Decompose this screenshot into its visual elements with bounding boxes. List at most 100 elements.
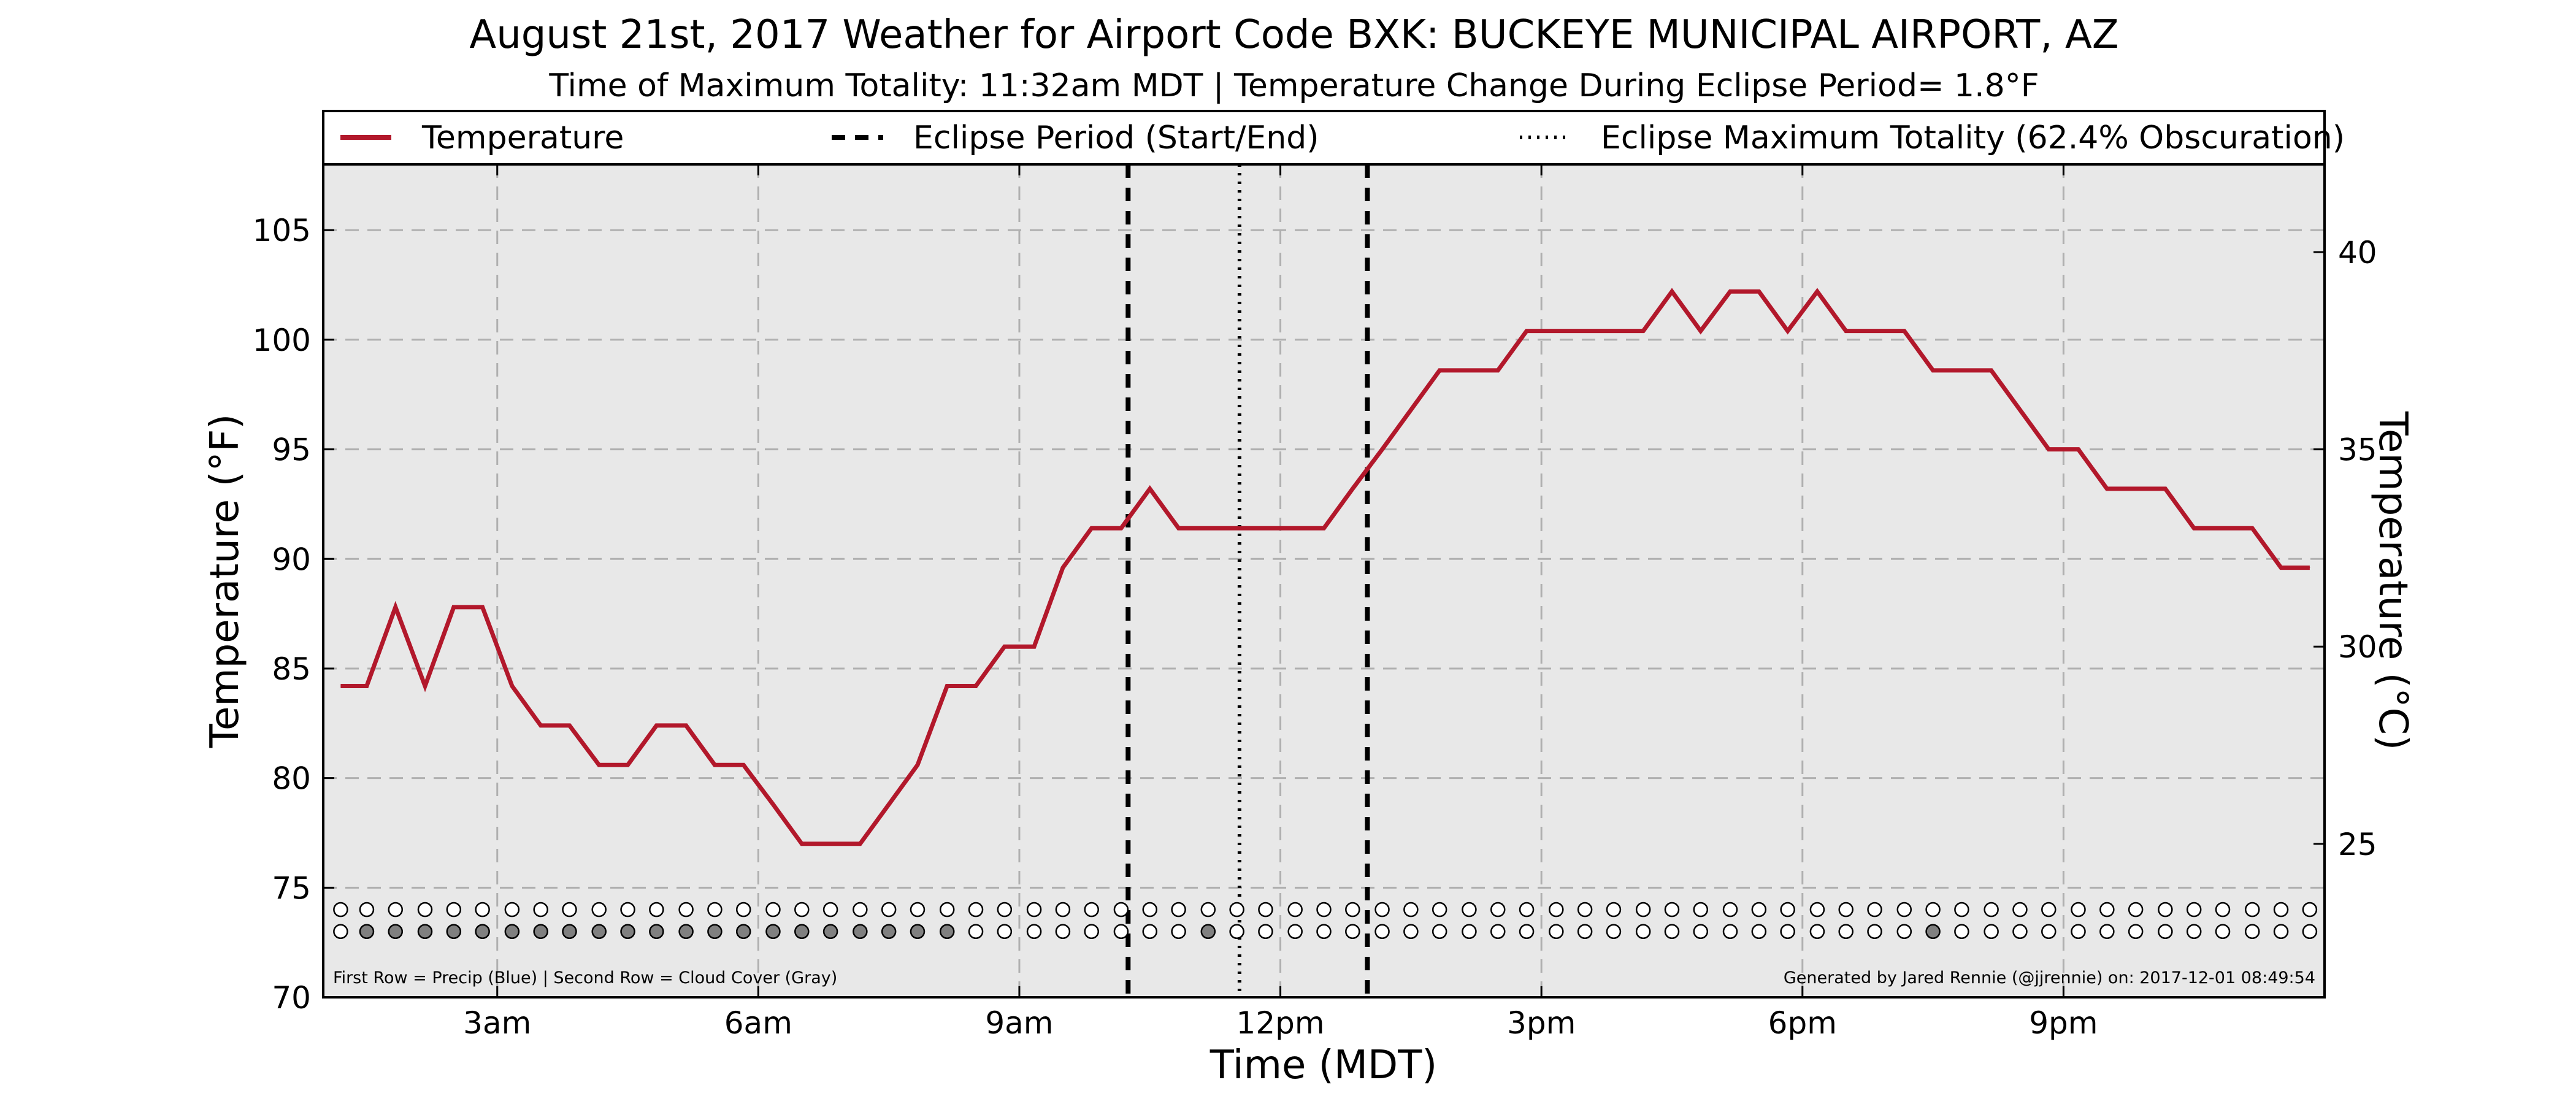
x-tick-label: 9am	[985, 1005, 1053, 1041]
precip-marker	[1142, 902, 1158, 918]
cloud-cover-marker	[735, 924, 751, 940]
cloud-cover-marker	[1084, 924, 1099, 940]
legend-eclipse-period-label: Eclipse Period (Start/End)	[913, 120, 1319, 156]
precip-marker	[2186, 902, 2202, 918]
cloud-cover-marker	[504, 924, 520, 940]
precip-marker	[1751, 902, 1767, 918]
cloud-cover-marker	[1462, 924, 1477, 940]
cloud-cover-marker	[1142, 924, 1158, 940]
precip-marker	[997, 902, 1013, 918]
precip-marker	[333, 902, 348, 918]
precip-marker	[1577, 902, 1593, 918]
cloud-cover-marker	[707, 924, 723, 940]
precip-marker	[1867, 902, 1882, 918]
temperature-point	[2252, 527, 2253, 529]
cloud-cover-marker	[794, 924, 810, 940]
cloud-cover-marker	[2158, 924, 2173, 940]
temperature-point	[1033, 646, 1035, 647]
y-tick-label-left: 90	[272, 542, 311, 577]
precip-marker	[1200, 902, 1216, 918]
cloud-cover-marker	[910, 924, 926, 940]
cloud-cover-marker	[997, 924, 1013, 940]
cloud-cover-marker	[2215, 924, 2231, 940]
cloud-cover-marker	[1374, 924, 1390, 940]
cloud-cover-marker	[417, 924, 433, 940]
precip-marker	[1549, 902, 1564, 918]
precip-marker	[1403, 902, 1419, 918]
precip-marker	[1432, 902, 1447, 918]
temperature-point	[830, 843, 831, 845]
cloud-cover-marker	[881, 924, 897, 940]
cloud-cover-marker	[822, 924, 838, 940]
y-tick-label-right: 25	[2338, 827, 2377, 862]
cloud-cover-marker	[359, 924, 375, 940]
indicator-rows	[333, 902, 2318, 940]
footnote-right: Generated by Jared Rennie (@jjrennie) on…	[1784, 968, 2315, 987]
eclipse-markers	[1125, 164, 1370, 997]
temperature-point	[2309, 567, 2310, 569]
y-axis-label-right: Temperature (°C)	[2370, 411, 2415, 750]
precip-marker	[1258, 902, 1273, 918]
precip-marker	[794, 902, 810, 918]
precip-marker	[1316, 902, 1332, 918]
cloud-cover-marker	[649, 924, 664, 940]
precip-marker	[678, 902, 694, 918]
precip-marker	[1984, 902, 1999, 918]
y-tick-label-left: 85	[272, 651, 311, 687]
x-tick-label: 3am	[463, 1005, 531, 1041]
cloud-cover-marker	[1258, 924, 1273, 940]
precip-marker	[1490, 902, 1506, 918]
y-tick-label-left: 70	[272, 980, 311, 1016]
precip-marker	[1055, 902, 1071, 918]
y-tick-label-right: 30	[2338, 629, 2377, 665]
cloud-cover-marker	[2128, 924, 2144, 940]
temperature-point	[1265, 527, 1266, 529]
temperature-point	[1178, 527, 1179, 529]
cloud-cover-marker	[1751, 924, 1767, 940]
cloud-cover-marker	[1635, 924, 1651, 940]
cloud-cover-marker	[1780, 924, 1795, 940]
precip-marker	[822, 902, 838, 918]
cloud-cover-marker	[1664, 924, 1680, 940]
y-axis-label-left: Temperature (°F)	[202, 414, 248, 749]
precip-marker	[1606, 902, 1622, 918]
cloud-cover-marker	[2041, 924, 2057, 940]
precip-marker	[1780, 902, 1795, 918]
cloud-cover-marker	[1519, 924, 1535, 940]
cloud-cover-marker	[333, 924, 348, 940]
precip-marker	[2273, 902, 2289, 918]
cloud-cover-marker	[1867, 924, 1882, 940]
cloud-cover-marker	[1113, 924, 1129, 940]
cloud-cover-marker	[446, 924, 462, 940]
cloud-cover-marker	[591, 924, 607, 940]
cloud-cover-marker	[1403, 924, 1419, 940]
x-tick-label: 6am	[724, 1005, 792, 1041]
cloud-cover-marker	[1896, 924, 1912, 940]
cloud-cover-marker	[1925, 924, 1941, 940]
precip-marker	[939, 902, 955, 918]
x-tick-label: 9pm	[2029, 1005, 2098, 1041]
cloud-cover-marker	[2012, 924, 2028, 940]
cloud-cover-marker	[1954, 924, 1969, 940]
x-axis-label: Time (MDT)	[1209, 1043, 1438, 1088]
grid	[323, 164, 2325, 997]
temperature-point	[540, 725, 542, 726]
precip-marker	[1925, 902, 1941, 918]
precip-marker	[1084, 902, 1099, 918]
precip-marker	[2071, 902, 2086, 918]
cloud-cover-marker	[1577, 924, 1593, 940]
y-tick-label-left: 105	[253, 213, 311, 248]
precip-marker	[2302, 902, 2318, 918]
temperature-point	[1730, 291, 1731, 292]
y-tick-label-left: 80	[272, 761, 311, 797]
precip-marker	[2012, 902, 2028, 918]
precip-marker	[1171, 902, 1186, 918]
precip-marker	[562, 902, 577, 918]
precip-marker	[1113, 902, 1129, 918]
cloud-cover-marker	[968, 924, 984, 940]
cloud-cover-marker	[2302, 924, 2318, 940]
x-tick-label: 6pm	[1768, 1005, 1837, 1041]
precip-marker	[1954, 902, 1969, 918]
chart-title: August 21st, 2017 Weather for Airport Co…	[469, 12, 2118, 58]
